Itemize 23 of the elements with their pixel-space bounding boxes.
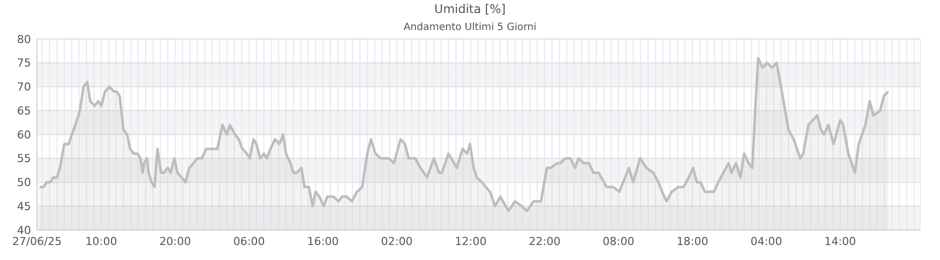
x-tick-label: 02:00 <box>381 235 413 248</box>
chart-title: Umidita [%] <box>434 2 506 16</box>
y-tick-label: 80 <box>17 32 31 46</box>
x-tick-label: 08:00 <box>602 235 634 248</box>
y-tick-label: 65 <box>17 104 31 118</box>
chart-subtitle: Andamento Ultimi 5 Giorni <box>404 22 536 33</box>
x-tick-label: 14:00 <box>824 235 856 248</box>
x-tick-label: 16:00 <box>307 235 339 248</box>
x-tick-label: 04:00 <box>750 235 782 248</box>
x-tick-label: 18:00 <box>676 235 708 248</box>
y-tick-label: 60 <box>17 128 31 142</box>
y-tick-label: 75 <box>17 56 31 70</box>
x-tick-label: 06:00 <box>233 235 265 248</box>
y-tick-label: 55 <box>17 152 31 166</box>
x-tick-label: 10:00 <box>85 235 118 248</box>
y-tick-label: 70 <box>17 80 31 94</box>
y-tick-label: 50 <box>17 176 31 190</box>
y-tick-label: 45 <box>17 200 31 213</box>
x-tick-label: 20:00 <box>159 235 192 248</box>
x-tick-label: 22:00 <box>528 235 560 248</box>
y-tick-label: 40 <box>17 224 31 237</box>
x-tick-label: 12:00 <box>454 235 487 248</box>
x-tick-label: 27/06/25 <box>12 235 62 248</box>
